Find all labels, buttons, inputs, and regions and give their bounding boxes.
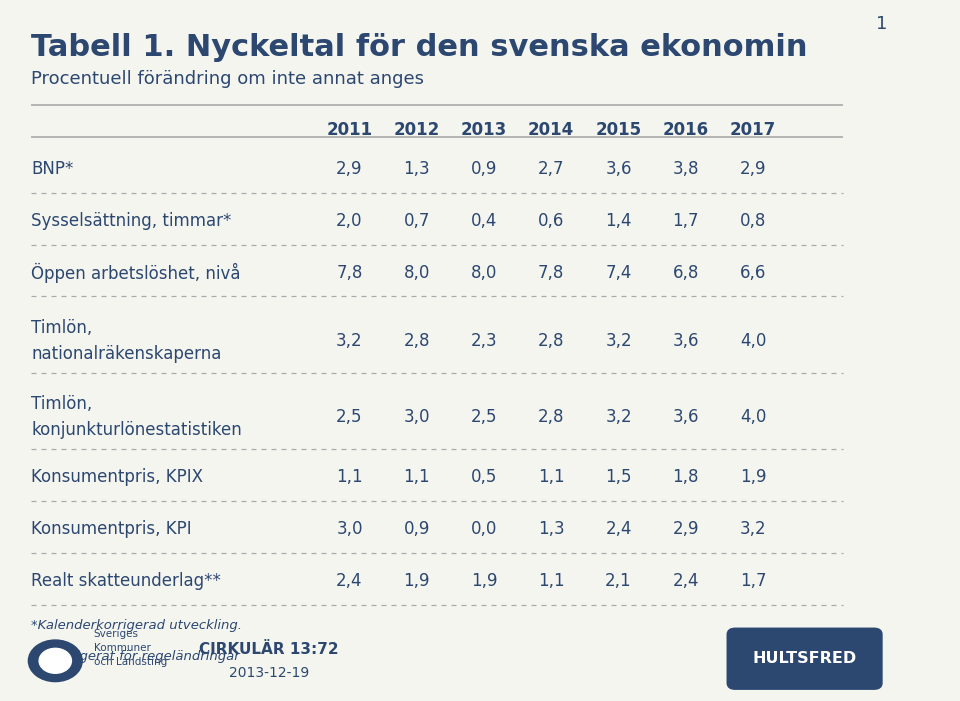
Text: 3,2: 3,2 [605,408,632,426]
Text: 1,3: 1,3 [403,160,430,177]
Text: 1,1: 1,1 [403,468,430,486]
Text: HULTSFRED: HULTSFRED [753,651,856,665]
Text: 2013-12-19: 2013-12-19 [228,665,309,679]
Text: 0,7: 0,7 [403,212,430,230]
Text: 7,8: 7,8 [336,264,363,282]
Text: 1,1: 1,1 [538,468,564,486]
FancyBboxPatch shape [728,629,881,688]
Text: 2,1: 2,1 [605,572,632,590]
Text: 6,6: 6,6 [740,264,766,282]
Text: 1: 1 [876,15,888,32]
Text: 2,8: 2,8 [403,332,430,350]
Text: 2,4: 2,4 [605,520,632,538]
Text: 2017: 2017 [730,121,776,139]
Text: 2,9: 2,9 [336,160,363,177]
Text: 0,8: 0,8 [740,212,766,230]
Text: 3,0: 3,0 [336,520,363,538]
Text: 1,3: 1,3 [538,520,564,538]
Text: 2,3: 2,3 [470,332,497,350]
Text: 6,8: 6,8 [673,264,699,282]
Text: nationalräkenskaperna: nationalräkenskaperna [31,345,222,363]
Text: 0,6: 0,6 [538,212,564,230]
Text: Konsumentpris, KPI: Konsumentpris, KPI [31,520,192,538]
Text: Öppen arbetslöshet, nivå: Öppen arbetslöshet, nivå [31,263,241,283]
Text: 1,8: 1,8 [673,468,699,486]
Text: 8,0: 8,0 [403,264,430,282]
Text: 1,1: 1,1 [336,468,363,486]
Text: 3,2: 3,2 [605,332,632,350]
Text: 2,9: 2,9 [673,520,699,538]
Text: Timlön,: Timlön, [31,319,92,336]
Text: 3,2: 3,2 [336,332,363,350]
Text: 0,5: 0,5 [470,468,497,486]
Text: 2013: 2013 [461,121,507,139]
Text: Konsumentpris, KPIX: Konsumentpris, KPIX [31,468,204,486]
Text: *Kalenderkorrigerad utveckling.: *Kalenderkorrigerad utveckling. [31,619,242,632]
Text: ** Korrigerat för regeländringar: ** Korrigerat för regeländringar [31,651,240,663]
Text: Sveriges
Kommuner
och Landsting: Sveriges Kommuner och Landsting [94,629,167,667]
Text: 1,9: 1,9 [470,572,497,590]
Text: Timlön,: Timlön, [31,395,92,413]
Text: 0,0: 0,0 [470,520,497,538]
Text: 2014: 2014 [528,121,574,139]
Text: Tabell 1. Nyckeltal för den svenska ekonomin: Tabell 1. Nyckeltal för den svenska ekon… [31,33,807,62]
Text: 2,8: 2,8 [538,408,564,426]
Text: konjunkturlönestatistiken: konjunkturlönestatistiken [31,421,242,439]
Text: 2012: 2012 [394,121,440,139]
Text: 0,9: 0,9 [403,520,430,538]
Text: 3,0: 3,0 [403,408,430,426]
Text: 1,4: 1,4 [605,212,632,230]
Text: 1,5: 1,5 [605,468,632,486]
Text: 2,0: 2,0 [336,212,363,230]
Text: 0,9: 0,9 [470,160,497,177]
Text: 7,4: 7,4 [606,264,632,282]
Text: 2,4: 2,4 [336,572,363,590]
Circle shape [29,640,83,681]
Text: 2,8: 2,8 [538,332,564,350]
Text: Sysselsättning, timmar*: Sysselsättning, timmar* [31,212,231,230]
Text: 2,4: 2,4 [673,572,699,590]
Text: 2016: 2016 [662,121,708,139]
Text: 2,7: 2,7 [538,160,564,177]
Text: CIRKULÄR 13:72: CIRKULÄR 13:72 [199,642,339,658]
Text: 3,8: 3,8 [673,160,699,177]
Text: 7,8: 7,8 [538,264,564,282]
Text: Procentuell förändring om inte annat anges: Procentuell förändring om inte annat ang… [31,70,424,88]
Text: 3,6: 3,6 [605,160,632,177]
Text: 2011: 2011 [326,121,372,139]
Text: 1,7: 1,7 [740,572,766,590]
Text: 1,9: 1,9 [403,572,430,590]
Text: 1,9: 1,9 [740,468,766,486]
Text: 8,0: 8,0 [470,264,497,282]
Text: 4,0: 4,0 [740,332,766,350]
Circle shape [39,648,71,673]
Text: 3,6: 3,6 [673,332,699,350]
Text: 2,9: 2,9 [740,160,766,177]
Text: 2,5: 2,5 [470,408,497,426]
Text: 1,1: 1,1 [538,572,564,590]
Text: 4,0: 4,0 [740,408,766,426]
Text: Realt skatteunderlag**: Realt skatteunderlag** [31,572,221,590]
Text: 3,6: 3,6 [673,408,699,426]
Text: 2015: 2015 [595,121,641,139]
Text: 1,7: 1,7 [673,212,699,230]
Text: 2,5: 2,5 [336,408,363,426]
Text: BNP*: BNP* [31,160,74,177]
Text: 0,4: 0,4 [470,212,497,230]
Text: 3,2: 3,2 [740,520,766,538]
